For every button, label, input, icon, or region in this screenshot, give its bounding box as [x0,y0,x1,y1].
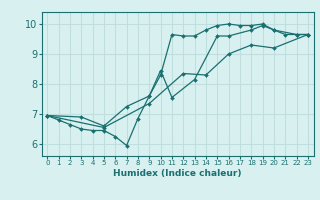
X-axis label: Humidex (Indice chaleur): Humidex (Indice chaleur) [113,169,242,178]
